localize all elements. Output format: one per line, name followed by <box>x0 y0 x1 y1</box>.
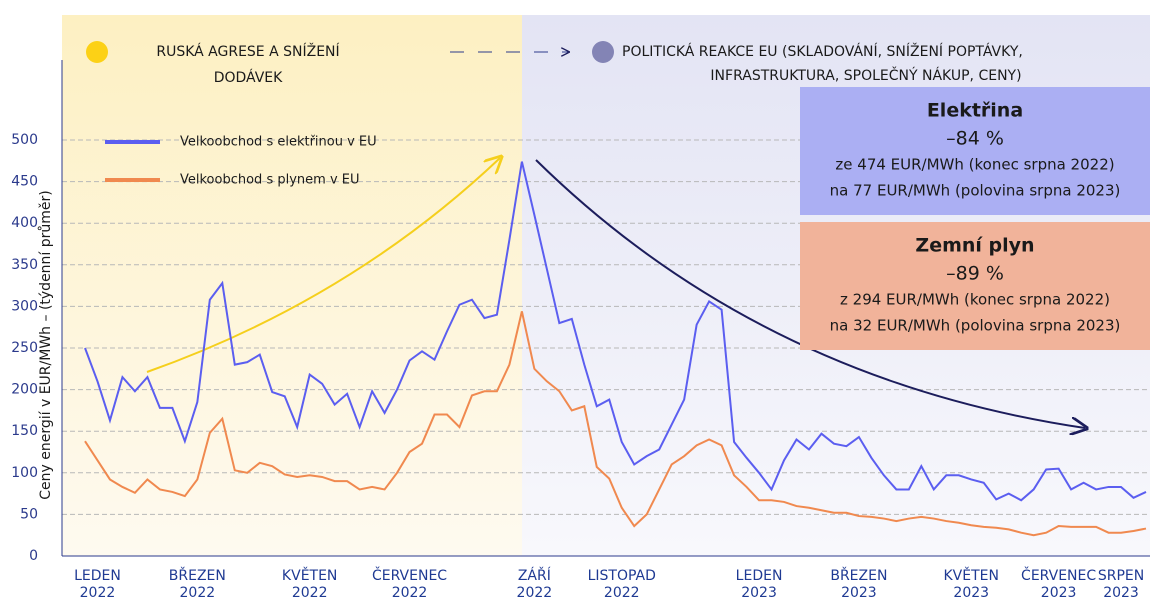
box-change: –89 % <box>946 263 1004 285</box>
y-tick-label: 450 <box>11 174 38 190</box>
y-tick-label: 150 <box>11 423 38 439</box>
header-left: DODÁVEK <box>214 69 283 86</box>
x-tick-label: LEDEN 2023 <box>735 568 783 601</box>
x-tick-label: ZÁŘÍ 2022 <box>516 568 553 601</box>
y-tick-label: 300 <box>11 298 38 314</box>
header-right: INFRASTRUKTURA, SPOLEČNÝ NÁKUP, CENY) <box>710 66 1021 84</box>
box-line: ze 474 EUR/MWh (konec srpna 2022) <box>835 156 1114 174</box>
x-tick-label: LEDEN 2022 <box>74 568 121 601</box>
x-tick-label: KVĚTEN 2023 <box>943 568 999 601</box>
y-tick-label: 0 <box>29 548 38 564</box>
y-tick-label: 350 <box>11 257 38 273</box>
x-tick-label: ČERVENEC 2022 <box>371 568 448 601</box>
fall-arrow <box>535 159 1085 428</box>
phase-2-dot <box>592 41 614 63</box>
y-tick-label: 400 <box>11 215 38 231</box>
x-tick-label: SRPEN 2023 <box>1097 568 1145 601</box>
y-tick-label: 50 <box>20 506 38 522</box>
box-line: z 294 EUR/MWh (konec srpna 2022) <box>840 291 1110 309</box>
line <box>84 311 1147 537</box>
summary-box <box>800 222 1150 350</box>
box-title: Zemní plyn <box>915 235 1034 257</box>
x-tick-label: ČERVENEC 2023 <box>1021 568 1097 601</box>
y-tick-label: 250 <box>11 340 38 356</box>
y-tick-label: 500 <box>11 132 38 148</box>
x-tick-label: KVĚTEN 2022 <box>281 568 338 601</box>
box-line: na 77 EUR/MWh (polovina srpna 2023) <box>830 182 1121 200</box>
phase-1-background <box>62 15 522 556</box>
box-title: Elektřina <box>927 100 1023 122</box>
header-left: RUSKÁ AGRESE A SNÍŽENÍ <box>156 42 339 60</box>
summary-box <box>800 87 1150 215</box>
x-tick-label: BŘEZEN 2022 <box>168 568 226 601</box>
box-line: na 32 EUR/MWh (polovina srpna 2023) <box>830 317 1121 335</box>
x-tick-label: LISTOPAD 2022 <box>587 568 656 601</box>
line <box>84 161 1147 502</box>
rise-arrow <box>146 158 500 373</box>
header-right: POLITICKÁ REAKCE EU (SKLADOVÁNÍ, SNÍŽENÍ… <box>622 42 1023 60</box>
phase-1-dot <box>86 41 108 63</box>
y-tick-label: 100 <box>11 465 38 481</box>
legend-label: Velkoobchod s plynem v EU <box>180 173 360 188</box>
box-change: –84 % <box>946 128 1004 150</box>
x-tick-label: BŘEZEN 2023 <box>830 568 888 601</box>
y-tick-label: 200 <box>11 382 38 398</box>
y-axis-label: Ceny energií v EUR/MWh – (týdenní průměr… <box>38 190 54 500</box>
legend-label: Velkoobchod s elektřinou v EU <box>180 135 377 150</box>
